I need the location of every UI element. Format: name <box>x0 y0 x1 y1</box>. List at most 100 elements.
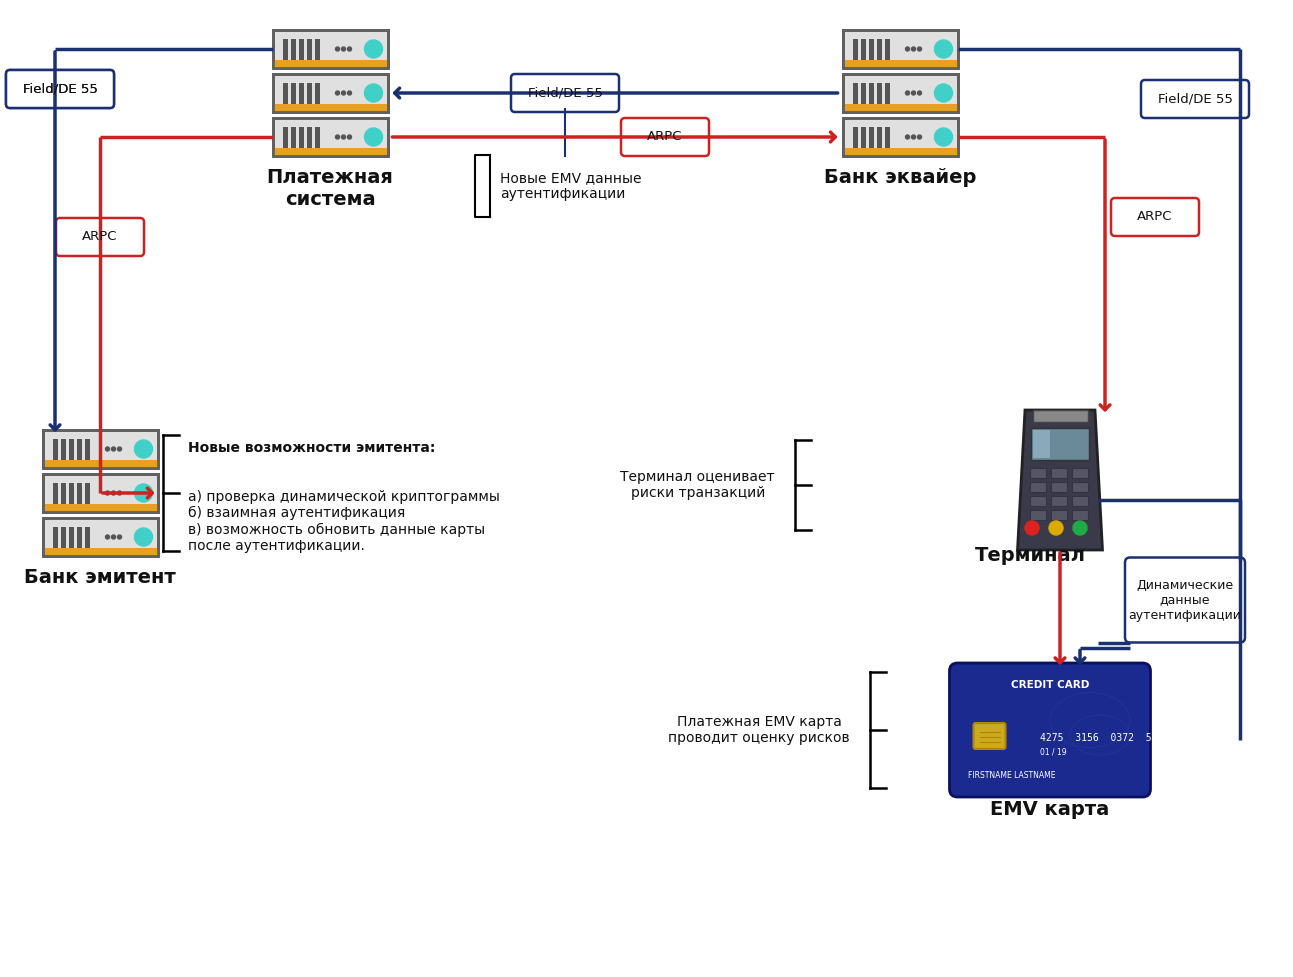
Bar <box>869 83 874 104</box>
FancyBboxPatch shape <box>6 70 114 108</box>
Bar <box>1031 428 1089 460</box>
Bar <box>314 39 319 60</box>
Text: Банк эквайер: Банк эквайер <box>824 168 976 187</box>
FancyBboxPatch shape <box>43 430 158 468</box>
Text: Field/DE 55: Field/DE 55 <box>1157 93 1232 106</box>
Circle shape <box>1073 521 1087 535</box>
Bar <box>61 483 66 503</box>
Circle shape <box>348 91 352 95</box>
Bar <box>1031 468 1046 478</box>
Bar <box>1031 482 1046 492</box>
Circle shape <box>905 135 909 139</box>
FancyBboxPatch shape <box>621 118 709 156</box>
Bar <box>1072 468 1087 478</box>
Text: 4275  3156  0372  5493: 4275 3156 0372 5493 <box>1040 733 1169 743</box>
FancyBboxPatch shape <box>1125 558 1245 643</box>
Bar <box>843 60 958 68</box>
Bar <box>1072 496 1087 506</box>
Circle shape <box>106 491 110 495</box>
Bar <box>291 83 296 104</box>
Bar <box>291 39 296 60</box>
Circle shape <box>935 40 953 58</box>
Circle shape <box>348 47 352 51</box>
FancyBboxPatch shape <box>1111 198 1199 236</box>
Circle shape <box>335 135 340 139</box>
Polygon shape <box>1018 410 1103 550</box>
Circle shape <box>341 135 345 139</box>
Bar <box>291 127 296 148</box>
Bar <box>299 83 304 104</box>
Bar <box>61 527 66 548</box>
Text: а) проверка динамической криптограммы
б) взаимная аутентификация
в) возможность : а) проверка динамической криптограммы б)… <box>187 490 499 553</box>
Circle shape <box>106 535 110 539</box>
Bar <box>84 439 89 459</box>
Text: Терминал оценивает
риски транзакций: Терминал оценивает риски транзакций <box>621 470 775 500</box>
Text: ARPC: ARPC <box>648 131 683 144</box>
Bar <box>861 83 865 104</box>
Text: Field/DE 55: Field/DE 55 <box>528 87 603 100</box>
Circle shape <box>1025 521 1040 535</box>
FancyBboxPatch shape <box>843 30 958 68</box>
Bar <box>273 60 388 68</box>
Bar <box>43 548 158 556</box>
Bar <box>314 127 319 148</box>
Bar <box>1033 410 1087 422</box>
FancyBboxPatch shape <box>843 118 958 156</box>
Bar <box>1033 430 1050 458</box>
Bar <box>282 39 287 60</box>
Bar <box>884 83 890 104</box>
Bar <box>314 83 319 104</box>
Bar <box>884 127 890 148</box>
FancyBboxPatch shape <box>56 218 144 256</box>
Circle shape <box>118 447 122 451</box>
Text: 01 / 19: 01 / 19 <box>1040 747 1067 756</box>
Circle shape <box>118 491 122 495</box>
Text: Новые EMV данные
аутентификации: Новые EMV данные аутентификации <box>500 171 641 201</box>
Bar <box>1072 510 1087 520</box>
Bar <box>43 460 158 468</box>
Bar <box>53 439 57 459</box>
Bar <box>843 104 958 112</box>
Text: CREDIT CARD: CREDIT CARD <box>1011 680 1089 690</box>
Bar <box>61 439 66 459</box>
FancyBboxPatch shape <box>43 518 158 556</box>
Bar <box>299 39 304 60</box>
Circle shape <box>134 528 153 546</box>
Circle shape <box>118 535 122 539</box>
FancyBboxPatch shape <box>949 663 1151 797</box>
FancyBboxPatch shape <box>43 474 158 512</box>
Circle shape <box>341 91 345 95</box>
FancyBboxPatch shape <box>273 74 388 112</box>
Bar <box>1051 468 1067 478</box>
Text: ARPC: ARPC <box>83 231 118 243</box>
Bar <box>76 527 81 548</box>
Bar <box>69 439 74 459</box>
Bar <box>869 39 874 60</box>
Bar <box>43 504 158 512</box>
Circle shape <box>111 535 115 539</box>
Bar <box>53 483 57 503</box>
Bar <box>84 483 89 503</box>
Circle shape <box>912 135 915 139</box>
FancyBboxPatch shape <box>974 723 1006 749</box>
FancyBboxPatch shape <box>1140 80 1249 118</box>
Circle shape <box>111 491 115 495</box>
Bar <box>306 127 312 148</box>
Circle shape <box>134 484 153 502</box>
Circle shape <box>918 135 922 139</box>
Bar <box>53 527 57 548</box>
Bar <box>76 483 81 503</box>
Bar <box>306 39 312 60</box>
Circle shape <box>935 84 953 102</box>
Bar <box>273 148 388 156</box>
Text: Банк эмитент: Банк эмитент <box>25 568 176 587</box>
Circle shape <box>335 47 340 51</box>
Circle shape <box>918 91 922 95</box>
Circle shape <box>905 91 909 95</box>
Bar <box>869 127 874 148</box>
Circle shape <box>935 128 953 146</box>
Bar <box>273 104 388 112</box>
Bar <box>1072 482 1087 492</box>
Bar <box>1051 510 1067 520</box>
Circle shape <box>348 135 352 139</box>
